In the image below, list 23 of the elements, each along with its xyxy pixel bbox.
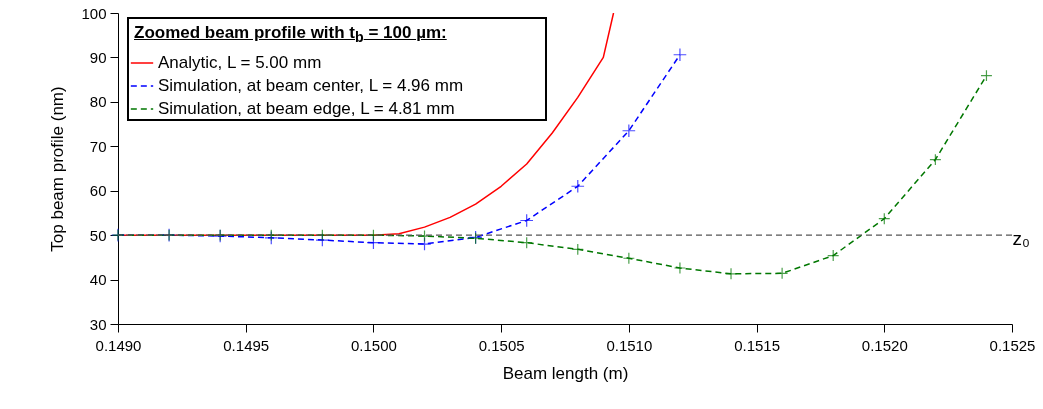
x-tick-label: 0.1490 [95, 336, 142, 354]
x-tick-label: 0.1510 [606, 336, 653, 354]
x-tick-label: 0.1495 [223, 336, 270, 354]
x-tick-label: 0.1525 [989, 336, 1036, 354]
legend-title: Zoomed beam profile with t$_{b}$ = 100 µm: [134, 23, 447, 46]
x-tick-label: 0.1515 [734, 336, 781, 354]
x-axis-title: Beam length (m) [502, 363, 629, 383]
y-tick-label: 60 [89, 182, 107, 200]
ref-line-label: z₀ [1012, 228, 1030, 250]
y-tick-label: 70 [89, 137, 107, 155]
legend-label: Simulation, at beam edge, L = 4.81 mm [158, 99, 455, 118]
y-tick-label: 50 [89, 226, 107, 244]
legend-label: Analytic, L = 5.00 mm [158, 53, 322, 72]
x-tick-label: 0.1505 [478, 336, 525, 354]
y-tick-label: 40 [89, 271, 107, 289]
y-tick-label: 100 [81, 4, 107, 22]
y-tick-label: 80 [89, 93, 107, 111]
y-tick-label: 90 [89, 48, 107, 66]
y-axis-title: Top beam profile (nm) [48, 86, 68, 252]
x-tick-label: 0.1520 [861, 336, 908, 354]
legend-label: Simulation, at beam center, L = 4.96 mm [158, 76, 464, 95]
x-tick-label: 0.1500 [350, 336, 397, 354]
y-tick-label: 30 [89, 315, 107, 333]
